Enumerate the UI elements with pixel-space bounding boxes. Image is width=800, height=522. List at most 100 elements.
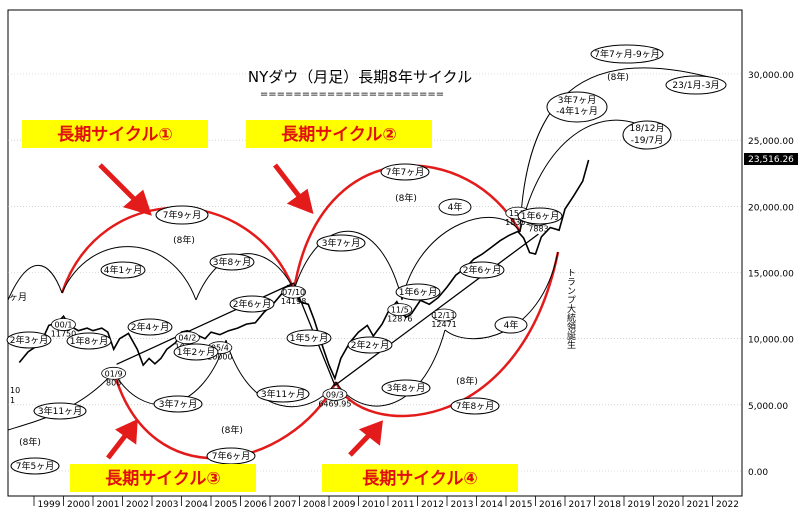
- point-label-date: 15/5: [509, 209, 527, 218]
- annotation-oval: [517, 207, 563, 225]
- annotation-text: (8年): [19, 436, 41, 448]
- annotation-oval: [316, 234, 366, 252]
- x-tick-label: 2000: [67, 500, 90, 510]
- x-tick-label: 2018: [598, 500, 621, 510]
- annotation-text: 10: [10, 386, 20, 395]
- sub-arc: [7, 371, 115, 431]
- annotation-oval: [33, 402, 87, 420]
- cycle-label-4: 長期サイクル④: [362, 469, 478, 489]
- annotation-text: 7年6ヶ月: [212, 450, 250, 462]
- annotation-text: (8年): [607, 71, 629, 83]
- cycle-band-1: [22, 120, 208, 148]
- annotation-text: 7年7ヶ月-9ヶ月: [594, 48, 659, 60]
- cycle-label-2: 長期サイクル②: [281, 125, 397, 145]
- cycle-arc-4: [334, 251, 560, 418]
- point-label-value: 18351: [505, 218, 530, 227]
- annotation-text: 2年4ヶ月: [131, 321, 169, 333]
- point-label-date: 00/1: [55, 321, 73, 330]
- x-tick-label: 2006: [244, 500, 267, 510]
- annotation-oval: [6, 331, 52, 349]
- annotation-text: 1年8ヶ月: [70, 335, 108, 347]
- point-label-value: 10000: [207, 353, 232, 362]
- x-tick-label: 2001: [97, 500, 120, 510]
- annotation-text: (8年): [173, 234, 195, 246]
- point-label-oval: [101, 366, 127, 380]
- annotation-text: 3年8ヶ月: [387, 382, 425, 394]
- annotation-text: -19/7月: [631, 135, 663, 146]
- annotation-oval: [66, 332, 112, 350]
- annotation-text: 1年6ヶ月: [399, 286, 437, 298]
- point-label-oval: [387, 303, 413, 317]
- annotation-oval: [286, 329, 332, 347]
- annotation-oval: [590, 44, 664, 64]
- annotation-text: 3年11ヶ月: [261, 388, 305, 400]
- x-tick-label: 1999: [38, 500, 61, 510]
- arrow-cycle-1: [98, 163, 140, 205]
- point-label-oval: [51, 318, 76, 331]
- annotation-text: 1: [10, 396, 15, 405]
- annotation-oval: [546, 91, 608, 123]
- annotation-text: 18/12月: [630, 123, 665, 134]
- annotation-text: 3年7ヶ月: [159, 398, 197, 410]
- annotation-text: 2年2ヶ月: [351, 339, 389, 351]
- point-label-value: 806: [106, 378, 121, 387]
- x-tick-label: 2015: [510, 500, 533, 510]
- y-tick-label: 10,000.00: [748, 336, 794, 346]
- x-tick-label: 2008: [303, 500, 326, 510]
- cycle-annotations: 7年9ヶ月 (8年) 4年1ヶ月 3年8ヶ月 2年6ヶ月 2年4ヶ月 1年2ヶ月…: [6, 44, 727, 475]
- annotation-text: (8年): [456, 375, 478, 387]
- x-tick-label: 2002: [126, 500, 149, 510]
- x-tick-label: 2011: [392, 500, 415, 510]
- cycle-label-1: 長期サイクル①: [57, 125, 173, 145]
- y-tick-labels: 0.00 5,000.00 10,000.00 15,000.00 20,000.00 2…: [748, 71, 794, 478]
- x-tick-label: 2014: [480, 500, 503, 510]
- annotation-text: 4年: [448, 201, 463, 213]
- y-tick-label: 0.00: [748, 468, 768, 478]
- annotation-oval: [229, 295, 275, 313]
- title-underline: ======================: [260, 89, 444, 100]
- point-label-value: 6469.95: [318, 399, 351, 408]
- current-value-label: 23,516.26: [748, 155, 794, 165]
- annotation-oval: [10, 457, 60, 475]
- annotation-text: 7年8ヶ月: [456, 400, 494, 412]
- annotation-text: 7年7ヶ月: [386, 166, 424, 178]
- x-tick-label: 2016: [539, 500, 562, 510]
- x-tick-label: 2012: [421, 500, 444, 510]
- annotation-text: 7年9ヶ月: [163, 209, 201, 221]
- annotation-oval: [459, 261, 505, 279]
- x-tick-label: 2019: [628, 500, 651, 510]
- annotation-text: 3年7ヶ月: [558, 94, 596, 106]
- annotation-oval: [127, 318, 173, 336]
- annotation-text: 1年6ヶ月: [521, 210, 559, 222]
- y-tick-label: 25,000.00: [748, 137, 794, 147]
- annotation-text: 3年8ヶ月: [213, 256, 251, 268]
- x-tick-label: 2020: [657, 500, 680, 510]
- annotation-text: (8年): [221, 424, 243, 436]
- point-label-oval: [322, 387, 348, 401]
- arrowhead: [358, 420, 383, 446]
- point-label-value: 14198: [281, 297, 306, 306]
- sub-arc: [519, 67, 721, 233]
- point-label-value: 7883: [528, 224, 548, 233]
- sub-arc: [401, 217, 521, 301]
- point-label-date: 01/9: [105, 369, 123, 378]
- annotation-oval: [395, 283, 441, 301]
- cycle-bands: 長期サイクル① 長期サイクル② 長期サイクル③ 長期サイクル④: [22, 120, 518, 492]
- annotation-vertical-text: トランプ大統領誕生: [565, 268, 576, 349]
- point-label-oval: [431, 308, 457, 322]
- annotation-oval: [153, 395, 203, 413]
- point-label-date: 04/2: [178, 334, 196, 343]
- point-label-date: 05/4: [211, 344, 229, 353]
- y-tick-label: 15,000.00: [748, 270, 794, 280]
- point-label-date: 11/5: [391, 306, 409, 315]
- annotation-text: 3年11ヶ月: [38, 405, 82, 417]
- annotation-text: (8年): [395, 192, 417, 204]
- annotation-text: ヶ月: [9, 292, 27, 303]
- annotation-text: 2年6ヶ月: [233, 298, 271, 310]
- annotation-text: 2年3ヶ月: [10, 334, 48, 346]
- point-label-value: 11750: [51, 330, 76, 339]
- cycle-arrows: [98, 163, 383, 460]
- y-tick-label: 5,000.00: [748, 402, 788, 412]
